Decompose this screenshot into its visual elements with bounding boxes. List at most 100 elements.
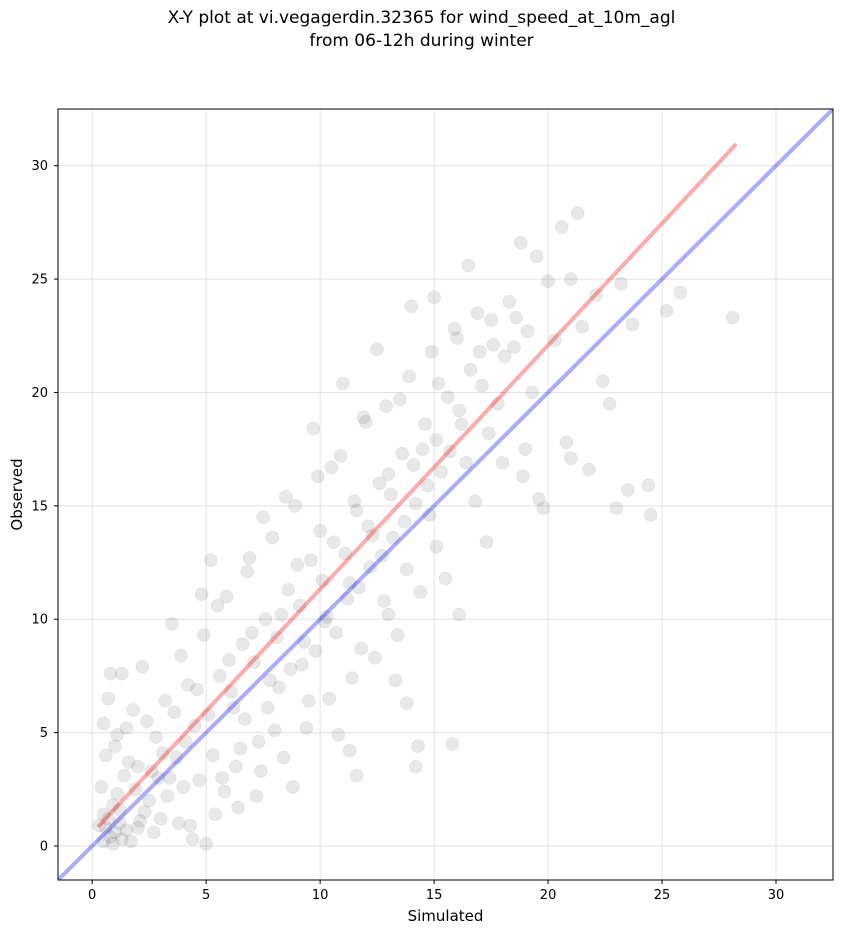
data-point [554, 220, 569, 234]
data-point [210, 598, 225, 613]
data-point [406, 458, 421, 472]
grid-lines [58, 109, 833, 880]
data-point [358, 415, 373, 429]
data-point [144, 764, 159, 778]
data-point [383, 487, 398, 502]
data-point [621, 483, 635, 497]
data-point [440, 390, 455, 404]
data-point [559, 435, 574, 450]
data-point [548, 333, 562, 348]
data-point [425, 344, 439, 359]
data-point [575, 319, 590, 334]
x-tick-label: 5 [202, 888, 210, 903]
data-point [276, 750, 291, 765]
y-tick-label: 15 [31, 499, 48, 514]
data-point [475, 378, 489, 393]
data-point [409, 496, 423, 511]
data-point [420, 478, 435, 493]
data-point [265, 530, 280, 545]
identity-line [58, 109, 833, 880]
data-point [502, 294, 517, 309]
data-point [536, 501, 551, 515]
data-point [484, 313, 498, 327]
data-point [447, 322, 462, 336]
data-point [308, 644, 323, 658]
x-tick-label: 25 [654, 888, 671, 903]
data-point [231, 800, 245, 815]
y-tick-label: 25 [31, 273, 48, 288]
data-point [130, 821, 145, 835]
data-point [194, 587, 209, 602]
data-point [304, 553, 318, 568]
data-point [235, 637, 250, 651]
data-point [673, 285, 688, 300]
data-point [509, 310, 523, 325]
data-point [625, 317, 640, 332]
data-point [327, 535, 341, 549]
data-point [322, 691, 337, 706]
data-point [281, 582, 296, 597]
data-point [461, 258, 476, 273]
data-point [151, 771, 166, 785]
data-point [215, 771, 229, 785]
data-point [299, 721, 314, 735]
y-tick-label: 30 [31, 159, 48, 174]
data-point [356, 410, 371, 425]
data-point [115, 832, 129, 846]
data-point [641, 478, 656, 493]
data-point [283, 662, 298, 676]
data-point [124, 834, 138, 849]
data-point [183, 818, 198, 833]
data-point [497, 349, 512, 363]
data-point [427, 290, 441, 305]
data-point [110, 728, 125, 742]
data-point [240, 564, 254, 579]
data-point [349, 768, 364, 783]
x-tick-label: 10 [312, 888, 329, 903]
data-point [354, 641, 368, 656]
data-point [174, 648, 188, 663]
data-point [363, 560, 378, 574]
data-point [258, 612, 273, 627]
data-point [103, 830, 118, 844]
data-point [295, 657, 309, 672]
x-tick-label: 0 [88, 888, 96, 903]
data-point [301, 694, 316, 708]
data-point [402, 369, 416, 384]
data-point [206, 748, 220, 763]
data-point [242, 551, 257, 565]
data-point [418, 417, 432, 432]
data-point [160, 789, 175, 803]
data-point [128, 782, 143, 797]
data-point [395, 446, 409, 461]
data-point [263, 673, 277, 688]
data-point [244, 626, 259, 640]
data-point [208, 807, 223, 822]
data-point [374, 548, 389, 563]
data-point [238, 712, 252, 726]
y-tick-label: 20 [31, 386, 48, 401]
data-point [260, 700, 275, 715]
data-point [643, 508, 658, 522]
data-point [270, 630, 284, 645]
data-point [463, 362, 478, 377]
data-point [342, 576, 357, 590]
data-point [472, 344, 487, 359]
data-point [422, 508, 437, 522]
data-point [564, 451, 578, 466]
data-point [393, 392, 407, 407]
data-point [140, 714, 154, 729]
data-point [158, 694, 172, 708]
data-point [345, 671, 359, 685]
data-point [404, 299, 419, 314]
data-point [217, 784, 232, 799]
data-point [96, 834, 111, 849]
data-point [482, 426, 496, 441]
data-point [92, 818, 106, 833]
data-point [361, 519, 375, 534]
data-point [224, 684, 239, 699]
data-point [292, 598, 307, 613]
x-tick-label: 20 [540, 888, 557, 903]
data-point [609, 501, 624, 515]
x-axis-label: Simulated [408, 907, 484, 925]
